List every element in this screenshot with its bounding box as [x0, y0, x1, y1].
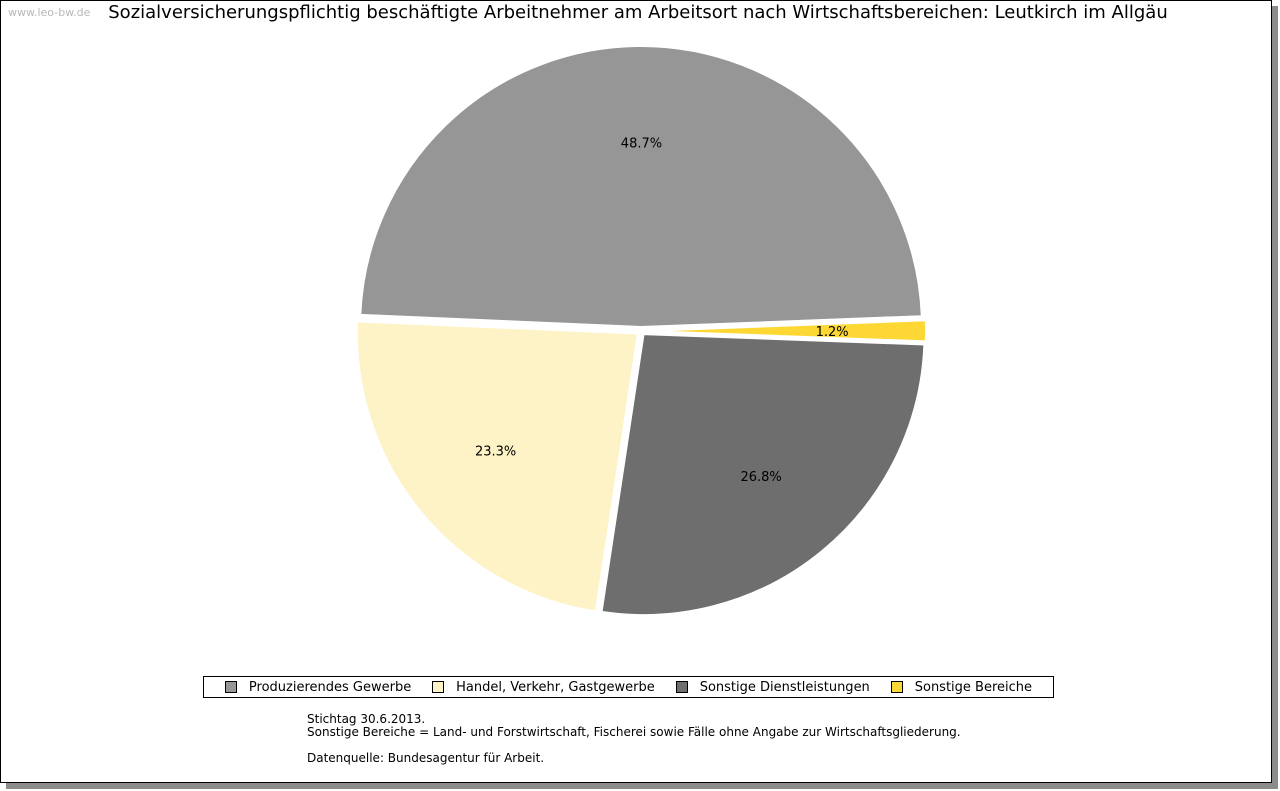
legend-label: Produzierendes Gewerbe	[248, 679, 412, 695]
watermark: www.leo-bw.de	[8, 6, 91, 19]
note-source: Datenquelle: Bundesagentur für Arbeit.	[307, 751, 545, 765]
pie-slice-sonstige-bereiche	[644, 319, 928, 343]
chart-notes: Stichtag 30.6.2013. Sonstige Bereiche = …	[307, 713, 961, 765]
legend-label: Sonstige Bereiche	[914, 679, 1033, 695]
legend-label: Handel, Verkehr, Gastgewerbe	[456, 679, 655, 695]
slice-label: 48.7%	[621, 137, 662, 152]
legend-label: Sonstige Dienstleistungen	[699, 679, 870, 695]
legend-swatch	[432, 681, 445, 693]
note-date: Stichtag 30.6.2013.	[307, 712, 426, 726]
slice-label: 26.8%	[740, 470, 781, 485]
legend-swatch	[890, 681, 903, 693]
pie-slice-produzierendes-gewerbe	[359, 44, 923, 329]
legend-item: Produzierendes Gewerbe	[224, 679, 412, 695]
chart-title: Sozialversicherungspflichtig beschäftigt…	[108, 2, 1168, 23]
chart-legend: Produzierendes Gewerbe Handel, Verkehr, G…	[203, 676, 1054, 698]
pie-slice-handel-verkehr-gastgewerbe	[355, 320, 640, 613]
legend-item: Sonstige Bereiche	[890, 679, 1033, 695]
slice-label: 23.3%	[475, 445, 516, 460]
legend-item: Handel, Verkehr, Gastgewerbe	[432, 680, 655, 695]
legend-swatch	[675, 681, 688, 693]
note-definition: Sonstige Bereiche = Land- und Forstwirts…	[307, 725, 961, 739]
pie-slice-sonstige-dienstleistungen	[600, 333, 926, 617]
legend-item: Sonstige Dienstleistungen	[675, 679, 870, 695]
slice-label: 1.2%	[816, 325, 849, 340]
legend-swatch	[224, 681, 237, 693]
